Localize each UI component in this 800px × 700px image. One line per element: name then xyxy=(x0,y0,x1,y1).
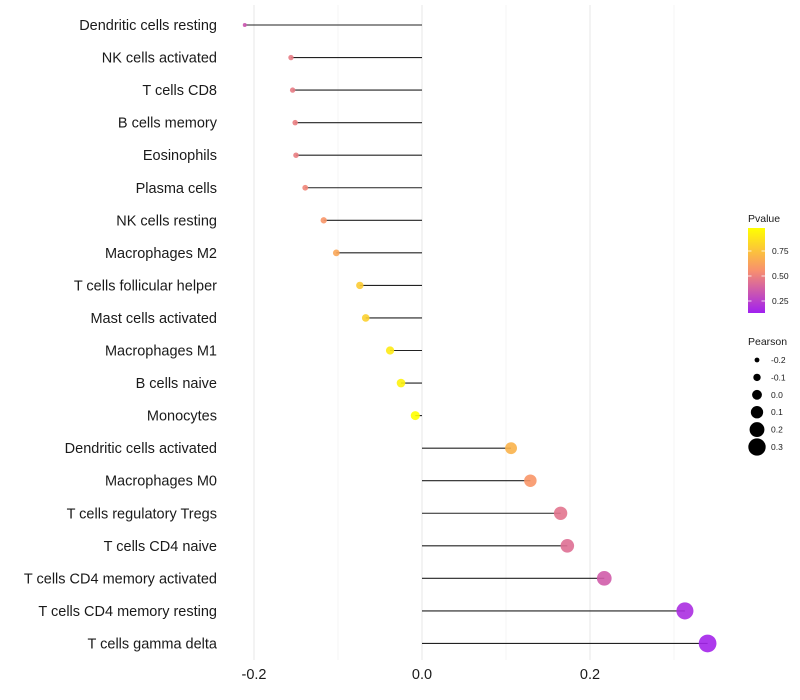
y-axis-label: T cells CD4 memory resting xyxy=(38,604,217,620)
point xyxy=(242,23,247,27)
pvalue-legend-label: 0.25 xyxy=(772,296,789,306)
pearson-legend-dot xyxy=(750,406,764,419)
pearson-legend-dot xyxy=(748,438,766,456)
pvalue-legend-label: 0.75 xyxy=(772,246,789,256)
point xyxy=(505,442,517,455)
y-axis-label: Macrophages M1 xyxy=(105,344,217,360)
y-axis-label: Dendritic cells resting xyxy=(79,18,217,34)
x-tick-label: 0.2 xyxy=(580,667,600,683)
pearson-legend-dot xyxy=(754,357,760,363)
point xyxy=(396,378,406,388)
point xyxy=(320,217,327,224)
y-axis-label: T cells CD4 memory activated xyxy=(24,571,217,587)
y-axis-label: Dendritic cells activated xyxy=(65,441,217,457)
pearson-legend-label: -0.1 xyxy=(771,372,786,382)
points xyxy=(242,23,717,653)
y-axis-label: B cells naive xyxy=(136,376,217,392)
point xyxy=(410,411,420,421)
point xyxy=(698,634,717,653)
y-axis-label: T cells follicular helper xyxy=(74,278,217,294)
point xyxy=(524,474,537,487)
pearson-legend-label: 0.3 xyxy=(771,442,783,452)
y-axis-label: Plasma cells xyxy=(136,181,217,197)
point xyxy=(676,602,694,620)
point xyxy=(553,506,568,520)
pvalue-legend: Pvalue 0.25 0.50 0.75 xyxy=(748,213,789,313)
grid xyxy=(253,5,675,660)
y-axis-label: Mast cells activated xyxy=(90,311,217,327)
pvalue-colorbar xyxy=(748,228,765,313)
point xyxy=(332,249,340,257)
point xyxy=(560,539,575,553)
point xyxy=(292,119,298,126)
pearson-legend-label: 0.1 xyxy=(771,407,783,417)
pearson-legend-label: -0.2 xyxy=(771,355,786,365)
y-axis-labels: Dendritic cells resting NK cells activate… xyxy=(24,18,218,652)
stems xyxy=(244,24,708,645)
pearson-legend-title: Pearson xyxy=(748,336,787,348)
point xyxy=(385,346,395,355)
pearson-legend: Pearson -0.2 -0.1 0.0 0.1 0.2 0.3 xyxy=(748,336,787,456)
y-axis-label: Macrophages M0 xyxy=(105,474,217,490)
x-axis-ticks: -0.2 0.0 0.2 xyxy=(242,667,601,683)
pvalue-legend-title: Pvalue xyxy=(748,213,780,225)
pearson-legend-label: 0.0 xyxy=(771,390,783,400)
y-axis-label: NK cells resting xyxy=(116,213,217,229)
point xyxy=(596,571,612,586)
point xyxy=(361,314,370,322)
point xyxy=(302,184,309,191)
x-tick-label: -0.2 xyxy=(242,667,267,683)
y-axis-label: B cells memory xyxy=(118,116,218,132)
pearson-legend-dot xyxy=(749,422,765,438)
y-axis-label: T cells CD8 xyxy=(142,83,217,99)
y-axis-label: T cells regulatory Tregs xyxy=(67,506,217,522)
pvalue-legend-label: 0.50 xyxy=(772,271,789,281)
pearson-legend-dot xyxy=(753,373,761,382)
point xyxy=(293,152,299,158)
pearson-legend-label: 0.2 xyxy=(771,425,783,435)
y-axis-label: T cells gamma delta xyxy=(88,636,218,652)
point xyxy=(288,54,294,61)
y-axis-label: Eosinophils xyxy=(143,148,217,164)
x-tick-label: 0.0 xyxy=(412,667,432,683)
pearson-legend-dot xyxy=(752,389,762,400)
y-axis-label: T cells CD4 naive xyxy=(104,539,217,555)
point xyxy=(356,281,364,290)
y-axis-label: Monocytes xyxy=(147,409,217,425)
y-axis-label: NK cells activated xyxy=(102,51,217,67)
point xyxy=(289,87,296,93)
y-axis-label: Macrophages M2 xyxy=(105,246,217,262)
